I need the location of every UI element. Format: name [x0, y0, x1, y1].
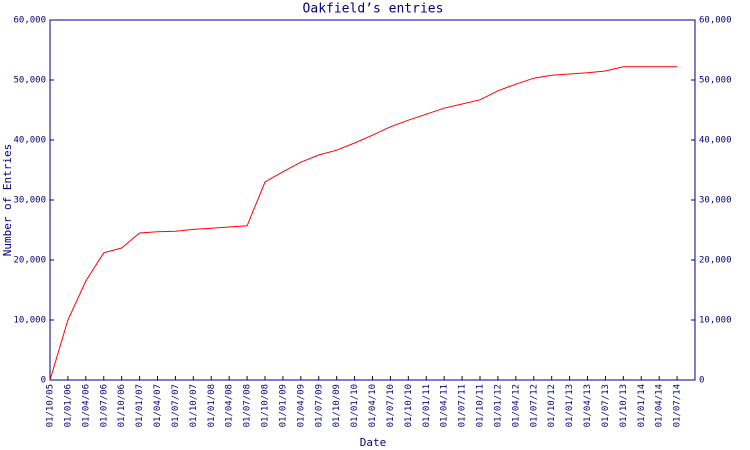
- x-tick-label: 01/01/10: [350, 384, 360, 427]
- x-tick-label: 01/10/12: [547, 384, 557, 427]
- y2-tick-label: 10,000: [699, 316, 732, 326]
- x-tick-label: 01/07/06: [99, 384, 109, 427]
- x-tick-label: 01/07/14: [673, 384, 683, 427]
- data-line: [49, 66, 678, 381]
- y-axis-label: Number of Entries: [1, 144, 14, 257]
- x-tick-label: 01/07/13: [601, 384, 611, 427]
- y-tick-label: 10,000: [13, 316, 46, 326]
- x-tick-label: 01/10/09: [332, 384, 342, 427]
- x-tick-label: 01/01/12: [493, 384, 503, 427]
- x-tick-label: 01/04/06: [81, 384, 91, 427]
- x-tick-label: 01/04/14: [655, 384, 665, 427]
- plot-frame: [49, 19, 696, 381]
- y-tick-label: 30,000: [13, 196, 46, 206]
- y-tick-label: 60,000: [13, 16, 46, 26]
- x-tick-label: 01/04/08: [225, 384, 235, 427]
- x-tick-label: 01/07/10: [386, 384, 396, 427]
- x-tick-label: 01/07/12: [529, 384, 539, 427]
- x-axis-label: Date: [360, 436, 387, 449]
- x-tick-label: 01/01/09: [278, 384, 288, 427]
- x-tick-label: 01/07/11: [458, 384, 468, 427]
- x-tick-label: 01/10/05: [46, 384, 56, 427]
- x-tick-label: 01/10/13: [619, 384, 629, 427]
- x-tick-label: 01/04/07: [153, 384, 163, 427]
- x-tick-label: 01/04/10: [368, 384, 378, 427]
- x-tick-label: 01/04/11: [440, 384, 450, 427]
- x-tick-label: 01/10/11: [476, 384, 486, 427]
- x-tick-label: 01/01/07: [135, 384, 145, 427]
- x-tick-label: 01/01/14: [637, 384, 647, 427]
- x-tick-label: 01/01/11: [422, 384, 432, 427]
- y2-tick-label: 0: [699, 376, 704, 386]
- x-tick-label: 01/10/08: [261, 384, 271, 427]
- x-tick-label: 01/04/13: [583, 384, 593, 427]
- x-tick-label: 01/01/08: [207, 384, 217, 427]
- x-tick-label: 01/10/06: [117, 384, 127, 427]
- x-tick-label: 01/07/07: [171, 384, 181, 427]
- x-tick-label: 01/10/10: [404, 384, 414, 427]
- y-tick-label: 50,000: [13, 76, 46, 86]
- chart-title: Oakfield’s entries: [303, 2, 444, 17]
- y-tick-label: 20,000: [13, 256, 46, 266]
- y2-tick-label: 50,000: [699, 76, 732, 86]
- y-tick-label: 0: [41, 376, 46, 386]
- x-tick-label: 01/07/08: [243, 384, 253, 427]
- x-tick-label: 01/04/09: [296, 384, 306, 427]
- y-tick-label: 40,000: [13, 136, 46, 146]
- x-tick-label: 01/10/07: [189, 384, 199, 427]
- y2-tick-label: 60,000: [699, 16, 732, 26]
- x-tick-label: 01/04/12: [511, 384, 521, 427]
- x-tick-label: 01/01/06: [63, 384, 73, 427]
- x-tick-label: 01/01/13: [565, 384, 575, 427]
- y2-tick-label: 20,000: [699, 256, 732, 266]
- y2-tick-label: 30,000: [699, 196, 732, 206]
- y2-tick-label: 40,000: [699, 136, 732, 146]
- x-tick-label: 01/07/09: [314, 384, 324, 427]
